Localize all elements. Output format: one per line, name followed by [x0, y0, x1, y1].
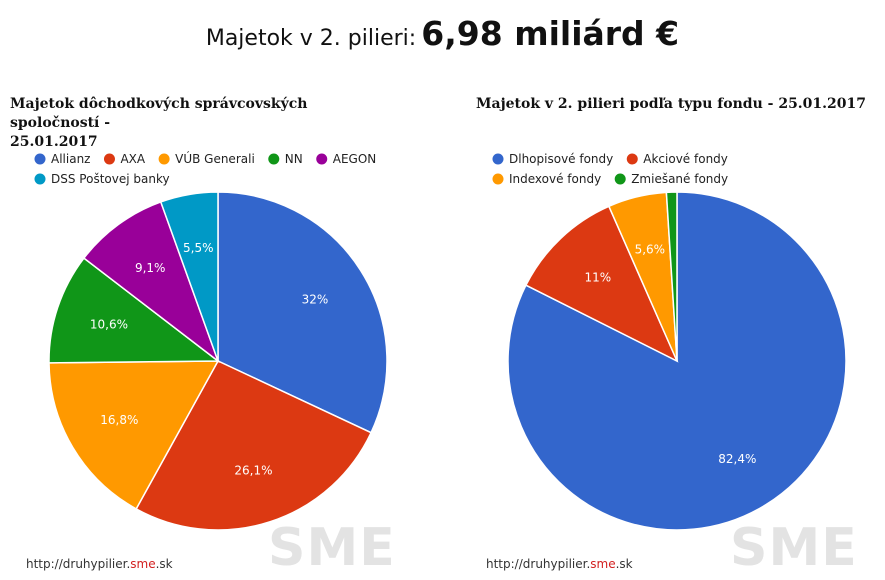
chart-title-left-line2: 25.01.2017	[10, 134, 98, 150]
header-label: Majetok v 2. pilieri:	[205, 26, 417, 51]
legend-label: Akciové fondy	[643, 152, 728, 166]
pie-slice-dss-po-tovej-banky[interactable]	[159, 191, 219, 362]
legend-item-0-5[interactable]: DSS Poštovej banky	[34, 172, 170, 186]
slice-data-label: 32%	[302, 292, 329, 306]
legend-swatch	[34, 153, 46, 165]
pie-chart-2: Dlhopisové fondy Akciové fondy Indexové fo…	[492, 152, 847, 531]
page-header: Majetok v 2. pilieri: 6,98 miliárd €	[0, 14, 885, 53]
legend-label: Zmiešané fondy	[631, 172, 728, 186]
legend-label: Dlhopisové fondy	[509, 152, 613, 166]
legend-label: VÚB Generali	[175, 151, 255, 166]
slice-data-label: 11%	[584, 271, 611, 285]
pie-slice-akciov-fondy[interactable]	[524, 205, 679, 363]
pie-slice-v-b-generali[interactable]	[48, 360, 220, 510]
legend-item-1-1[interactable]: Akciové fondy	[626, 152, 728, 166]
legend-item-0-3[interactable]: NN	[268, 152, 303, 166]
legend-label: Indexové fondy	[509, 172, 601, 186]
pie-chart-1: Allianz AXA VÚB Generali NN AEGON DSS Poštove…	[34, 151, 388, 531]
source-url-right[interactable]: http://druhypilier.sme.sk	[486, 557, 633, 571]
legend-label: Allianz	[51, 152, 90, 166]
slice-data-label: 10,6%	[90, 318, 128, 332]
legend-swatch	[492, 173, 504, 185]
legend-swatch	[626, 153, 638, 165]
legend-item-0-2[interactable]: VÚB Generali	[158, 151, 255, 166]
legend-label: DSS Poštovej banky	[51, 172, 170, 186]
legend-item-0-1[interactable]: AXA	[103, 152, 146, 166]
legend-swatch	[316, 153, 328, 165]
slice-data-label: 16,8%	[100, 413, 138, 427]
legend-item-1-2[interactable]: Indexové fondy	[492, 172, 602, 186]
legend-swatch	[34, 173, 46, 185]
legend-swatch	[492, 153, 504, 165]
slice-data-label: 82,4%	[718, 452, 756, 466]
chart-title-left-line1: Majetok dôchodkových správcovských spolo…	[10, 96, 308, 131]
header-total-value: 6,98 miliárd €	[421, 14, 680, 53]
url-highlight: sme	[130, 557, 156, 571]
sme-watermark-right: SME	[730, 518, 858, 578]
chart-title-right: Majetok v 2. pilieri podľa typu fondu - …	[476, 96, 867, 112]
slice-data-label: 26,1%	[234, 463, 272, 477]
slice-data-label: 5,6%	[635, 242, 666, 256]
legend-swatch	[103, 153, 115, 165]
sme-watermark-left: SME	[268, 518, 396, 578]
legend-label: AEGON	[333, 152, 377, 166]
url-suffix: .sk	[615, 557, 633, 571]
url-prefix: http://druhypilier.	[26, 557, 131, 571]
legend-item-0-4[interactable]: AEGON	[316, 152, 376, 166]
pie-slice-zmie-an-fondy[interactable]	[665, 191, 678, 362]
legend-label: AXA	[120, 152, 145, 166]
url-suffix: .sk	[155, 557, 173, 571]
legend-swatch	[614, 173, 626, 185]
source-url-left[interactable]: http://druhypilier.sme.sk	[26, 557, 173, 571]
legend-item-1-3[interactable]: Zmiešané fondy	[614, 172, 728, 186]
pie-slice-allianz[interactable]	[217, 191, 388, 434]
legend-swatch	[268, 153, 280, 165]
url-highlight: sme	[590, 557, 616, 571]
pie-slice-nn[interactable]	[48, 257, 221, 364]
url-prefix: http://druhypilier.	[486, 557, 591, 571]
legend-item-0-0[interactable]: Allianz	[34, 152, 91, 166]
legend-label: NN	[285, 152, 303, 166]
chart-title-left: Majetok dôchodkových správcovských spolo…	[10, 95, 380, 152]
legend-item-1-0[interactable]: Dlhopisové fondy	[492, 152, 614, 166]
slice-data-label: 9,1%	[135, 261, 166, 275]
pie-slice-aegon[interactable]	[82, 201, 220, 364]
legend-swatch	[158, 153, 170, 165]
slice-data-label: 5,5%	[183, 241, 214, 255]
